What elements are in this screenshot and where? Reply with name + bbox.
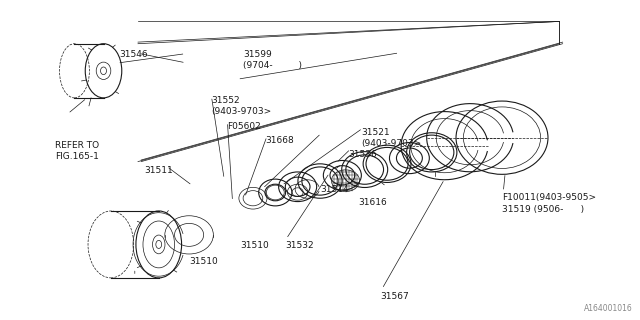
Text: 31668: 31668 xyxy=(266,136,294,145)
Text: 31567: 31567 xyxy=(381,292,410,301)
Text: 31546: 31546 xyxy=(119,50,147,59)
Text: 31536: 31536 xyxy=(349,150,378,159)
Text: 31510: 31510 xyxy=(240,241,269,250)
Text: 31514: 31514 xyxy=(320,186,349,195)
Text: A164001016: A164001016 xyxy=(584,304,633,313)
Text: 31532: 31532 xyxy=(285,241,314,250)
Text: 31511: 31511 xyxy=(145,166,173,175)
Text: 31616: 31616 xyxy=(358,198,387,207)
Text: F05602: F05602 xyxy=(227,122,261,131)
Text: REFER TO
FIG.165-1: REFER TO FIG.165-1 xyxy=(55,141,99,161)
Text: F10011(9403-9505>
31519 (9506-      ): F10011(9403-9505> 31519 (9506- ) xyxy=(502,194,596,213)
Text: 31521
(9403-9703>: 31521 (9403-9703> xyxy=(362,128,422,148)
Text: 31510: 31510 xyxy=(189,257,218,266)
Text: 31552
(9403-9703>: 31552 (9403-9703> xyxy=(211,96,272,116)
Text: 31599
(9704-         ): 31599 (9704- ) xyxy=(243,50,302,70)
